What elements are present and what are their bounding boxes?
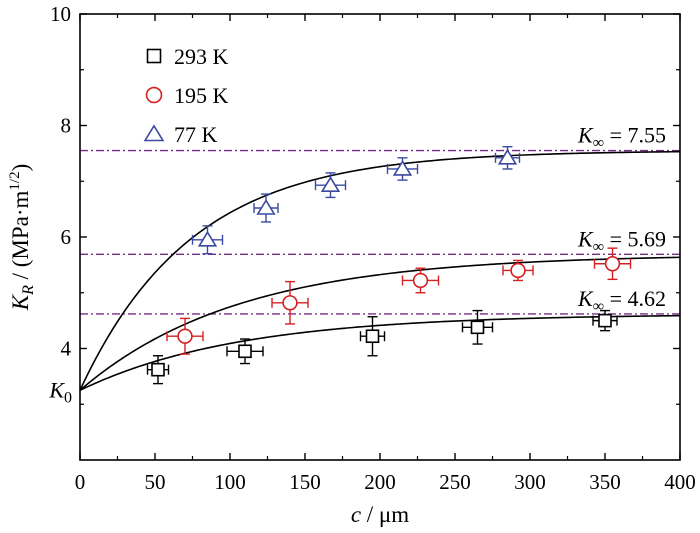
fit-curve [79,150,681,391]
circle-marker [604,256,621,272]
square-marker [470,320,485,335]
legend-square-icon [146,48,162,64]
data-point [502,259,534,282]
triangle-marker [197,230,218,247]
x-tick-label: 0 [75,470,86,494]
legend-item: 293 K [146,44,229,69]
asymptote-label: K∞ = 7.55 [577,123,666,152]
legend-item: 77 K [143,122,218,147]
legend-label: 195 K [174,83,229,108]
square-marker [598,313,612,328]
x-tick-label: 250 [439,470,471,494]
asymptote-label: K∞ = 4.62 [577,286,666,315]
legend-circle-icon [145,86,163,104]
x-tick-label: 300 [514,470,546,494]
y-tick-label: 8 [61,114,72,138]
data-point-layer [146,145,632,385]
data-point [253,193,279,223]
data-point [146,355,170,385]
data-point [386,157,419,181]
data-point [314,172,347,199]
x-tick-label: 150 [289,470,321,494]
y-tick-label: 6 [61,225,72,249]
legend-triangle-icon [143,124,165,142]
fit-curve [79,256,681,391]
circle-marker [177,328,193,344]
x-tick-label: 100 [214,470,246,494]
k0-label: K0 [48,377,72,406]
fit-curve [79,314,681,392]
tick-layer: 0 50 100 150 200 250 300 350 400 4 6 8 10 [50,2,696,494]
label-layer: K∞ = 7.55 K∞ = 5.69 K∞ = 4.62 K0 c / μm KR / … [7,123,666,527]
data-point [401,267,440,294]
y-tick-label: 10 [50,2,71,26]
triangle-marker [256,198,276,215]
data-point [592,309,618,332]
triangle-marker [320,176,341,192]
square-marker [238,344,252,359]
circle-marker [412,272,429,289]
circle-marker [510,262,526,279]
data-point [359,316,386,357]
triangle-marker [392,159,413,176]
asymptote-layer [80,149,680,315]
data-point [494,145,521,170]
square-marker [365,329,380,344]
y-axis-title: KR / (MPa·m1/2) [7,164,37,312]
triangle-marker [497,148,518,165]
y-tick-label: 4 [61,337,72,361]
legend: 293 K 195 K 77 K [143,44,229,147]
x-tick-label: 200 [364,470,396,494]
data-point [461,309,494,345]
x-tick-label: 50 [145,470,166,494]
legend-label: 293 K [174,44,229,69]
data-point [226,338,264,365]
x-axis-title: c / μm [351,502,409,527]
x-tick-label: 350 [589,470,621,494]
data-point [593,247,632,281]
x-tick-label: 400 [664,470,696,494]
asymptote-label: K∞ = 5.69 [577,226,666,255]
data-point [166,317,204,355]
fit-curve-layer [79,150,681,392]
square-marker [151,362,165,377]
data-point [271,280,309,325]
legend-label: 77 K [174,122,218,147]
circle-marker [282,295,298,311]
legend-item: 195 K [145,83,229,108]
data-point [191,225,224,255]
